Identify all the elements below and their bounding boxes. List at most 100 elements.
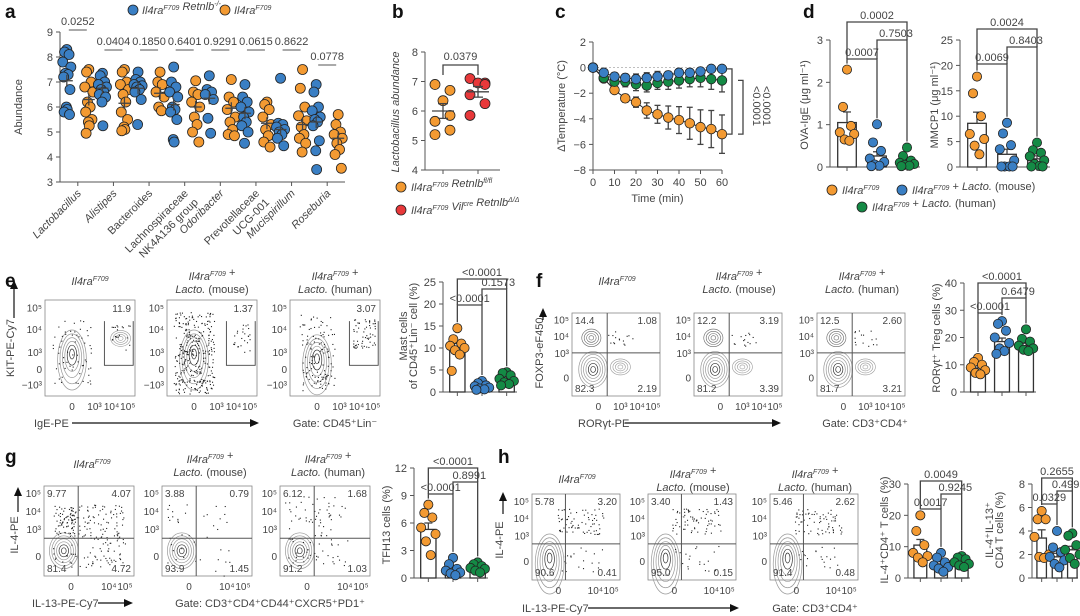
event-dot	[199, 559, 201, 561]
y-tick-label: 10³	[145, 525, 160, 536]
significance-bracket	[977, 282, 1027, 313]
data-point	[63, 49, 75, 60]
event-dot	[369, 322, 371, 324]
y-tick-label: 10⁴	[144, 507, 159, 518]
event-dot	[96, 559, 98, 561]
quadrant-value: 14.4	[575, 316, 595, 327]
event-dot	[173, 382, 175, 385]
y-tick-label: 10³	[273, 348, 288, 359]
event-dot	[817, 532, 819, 535]
event-dot	[327, 365, 329, 367]
event-dot	[317, 380, 319, 382]
event-dot	[100, 529, 102, 531]
data-point	[81, 66, 92, 78]
event-dot	[841, 527, 843, 529]
event-dot	[175, 384, 177, 386]
data-point	[156, 105, 167, 117]
event-dot	[321, 387, 324, 389]
event-dot	[114, 326, 116, 328]
event-dot	[745, 334, 747, 337]
event-dot	[175, 317, 177, 320]
event-dot	[566, 519, 568, 521]
event-dot	[204, 362, 206, 364]
event-dot	[178, 375, 180, 377]
event-dot	[304, 509, 306, 511]
event-dot	[198, 340, 200, 342]
data-point	[1024, 151, 1035, 162]
event-dot	[181, 346, 183, 348]
event-dot	[89, 380, 91, 382]
event-dot	[183, 372, 185, 374]
event-dot	[328, 383, 330, 385]
event-dot	[70, 507, 72, 509]
event-dot	[598, 562, 600, 564]
event-dot	[700, 517, 702, 519]
event-dot	[120, 510, 123, 512]
event-dot	[212, 376, 214, 378]
event-dot	[373, 342, 375, 344]
event-dot	[369, 320, 371, 322]
event-dot	[344, 507, 346, 509]
event-dot	[78, 533, 80, 535]
event-dot	[827, 528, 829, 530]
event-dot	[90, 352, 92, 354]
gate-outline	[348, 321, 379, 366]
event-dot	[206, 536, 208, 538]
event-dot	[69, 514, 71, 516]
event-dot	[821, 529, 823, 531]
event-dot	[340, 516, 342, 518]
event-dot	[832, 529, 834, 531]
event-dot	[185, 318, 187, 320]
event-dot	[182, 352, 184, 354]
event-dot	[587, 512, 589, 514]
y-tick-label: 10⁵	[149, 304, 164, 315]
quadrant-value: 3.20	[598, 497, 618, 508]
x-tick-label: 10⁴	[226, 402, 241, 413]
y-tick-label: 6	[412, 106, 418, 118]
event-dot	[318, 338, 320, 340]
x-tick-label: 10⁵	[353, 582, 368, 593]
event-dot	[567, 555, 569, 557]
event-dot	[323, 352, 325, 354]
event-dot	[308, 521, 310, 523]
event-dot	[366, 346, 368, 348]
event-dot	[306, 372, 308, 374]
gate-value: 1.37	[234, 304, 254, 315]
x-tick-label: 20	[630, 177, 642, 189]
event-dot	[585, 523, 587, 525]
event-dot	[312, 335, 314, 338]
event-dot	[71, 520, 73, 522]
event-dot	[365, 321, 367, 323]
data-point	[239, 79, 251, 90]
event-dot	[288, 538, 290, 540]
event-dot	[876, 344, 878, 346]
event-dot	[184, 368, 186, 370]
event-dot	[90, 326, 92, 329]
event-dot	[71, 514, 73, 517]
data-point	[452, 323, 463, 334]
event-dot	[834, 518, 836, 520]
event-dot	[60, 532, 62, 535]
event-dot	[179, 348, 181, 350]
event-dot	[306, 343, 308, 345]
contour-line	[708, 333, 719, 343]
event-dot	[828, 526, 830, 528]
x-tick-label: 0	[841, 402, 847, 413]
legend-label: Il4raF709 Vilcre RetnlbΔ/Δ	[411, 197, 520, 217]
event-dot	[72, 507, 74, 509]
event-dot	[624, 344, 626, 346]
data-point	[998, 128, 1009, 139]
event-dot	[54, 505, 56, 507]
event-dot	[827, 512, 829, 514]
event-dot	[318, 512, 320, 514]
event-dot	[318, 358, 320, 360]
event-dot	[690, 516, 692, 518]
event-dot	[571, 520, 573, 523]
event-dot	[180, 357, 182, 359]
flow-plot-title: Il4raF709	[598, 276, 635, 288]
event-dot	[55, 528, 57, 530]
x-tick-label: 10⁵	[645, 402, 660, 413]
data-point	[444, 84, 456, 96]
data-point	[80, 106, 92, 118]
contour-line	[191, 348, 197, 360]
